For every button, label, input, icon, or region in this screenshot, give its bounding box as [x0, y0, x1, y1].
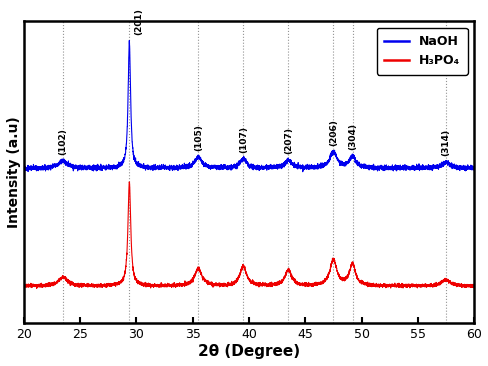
Text: (314): (314) — [441, 129, 449, 156]
Text: (304): (304) — [347, 123, 356, 150]
Text: (102): (102) — [59, 128, 67, 154]
Y-axis label: Intensity (a.u): Intensity (a.u) — [7, 116, 21, 228]
Text: (105): (105) — [193, 124, 203, 151]
Text: (206): (206) — [328, 119, 337, 146]
X-axis label: 2θ (Degree): 2θ (Degree) — [198, 344, 299, 359]
Legend: NaOH, H₃PO₄: NaOH, H₃PO₄ — [376, 28, 467, 75]
Text: (107): (107) — [238, 126, 247, 153]
Text: (201): (201) — [134, 8, 142, 35]
Text: (207): (207) — [283, 127, 292, 154]
